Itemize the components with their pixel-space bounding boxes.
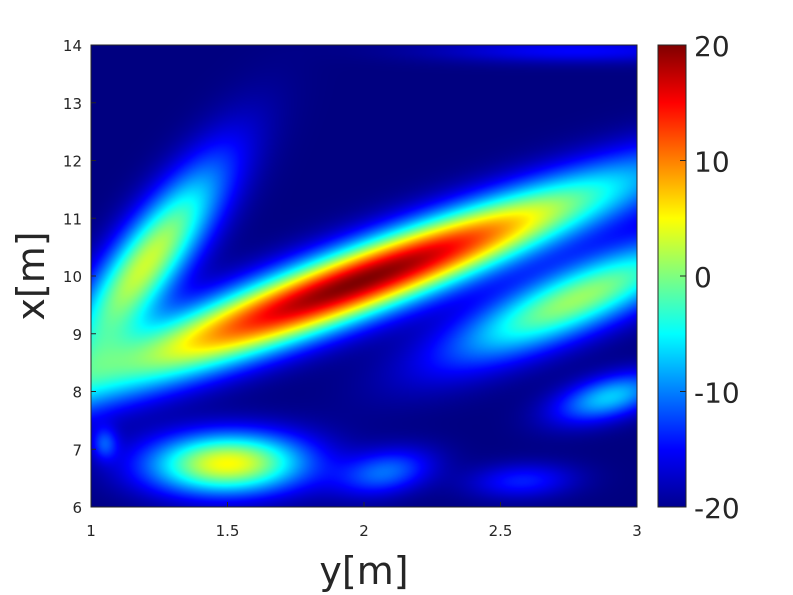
- x-tick-label: 2.5: [489, 522, 513, 540]
- y-tick-label: 12: [63, 153, 82, 171]
- y-axis-label: x[m]: [9, 231, 53, 320]
- x-axis-ticks: 1 1.5 2 2.5 3: [86, 502, 642, 540]
- x-tick-label: 3: [632, 522, 642, 540]
- y-tick-label: 14: [63, 37, 82, 55]
- colorbar-tick-label: 10: [694, 146, 730, 179]
- colorbar-tick-label: 20: [694, 30, 730, 63]
- y-tick-label: 13: [63, 95, 82, 113]
- y-tick-label: 10: [63, 268, 82, 286]
- heatmap-area: [91, 45, 637, 507]
- y-axis-ticks: 6 7 8 9 10 11 12 13 14: [63, 37, 96, 517]
- y-tick-label: 8: [72, 384, 82, 402]
- y-tick-label: 9: [72, 326, 82, 344]
- colorbar-tick-label: -20: [694, 492, 740, 525]
- x-axis-label: y[m]: [319, 549, 408, 593]
- x-tick-label: 1: [86, 522, 96, 540]
- colorbar-tick-label: -10: [694, 377, 740, 410]
- x-tick-label: 2: [359, 522, 369, 540]
- y-tick-label: 7: [72, 441, 82, 459]
- y-tick-label: 11: [63, 210, 82, 228]
- y-tick-label: 6: [72, 499, 82, 517]
- colorbar-ticks: -20 -10 0 10 20: [680, 30, 740, 525]
- colorbar-tick-label: 0: [694, 261, 712, 294]
- x-tick-label: 1.5: [216, 522, 240, 540]
